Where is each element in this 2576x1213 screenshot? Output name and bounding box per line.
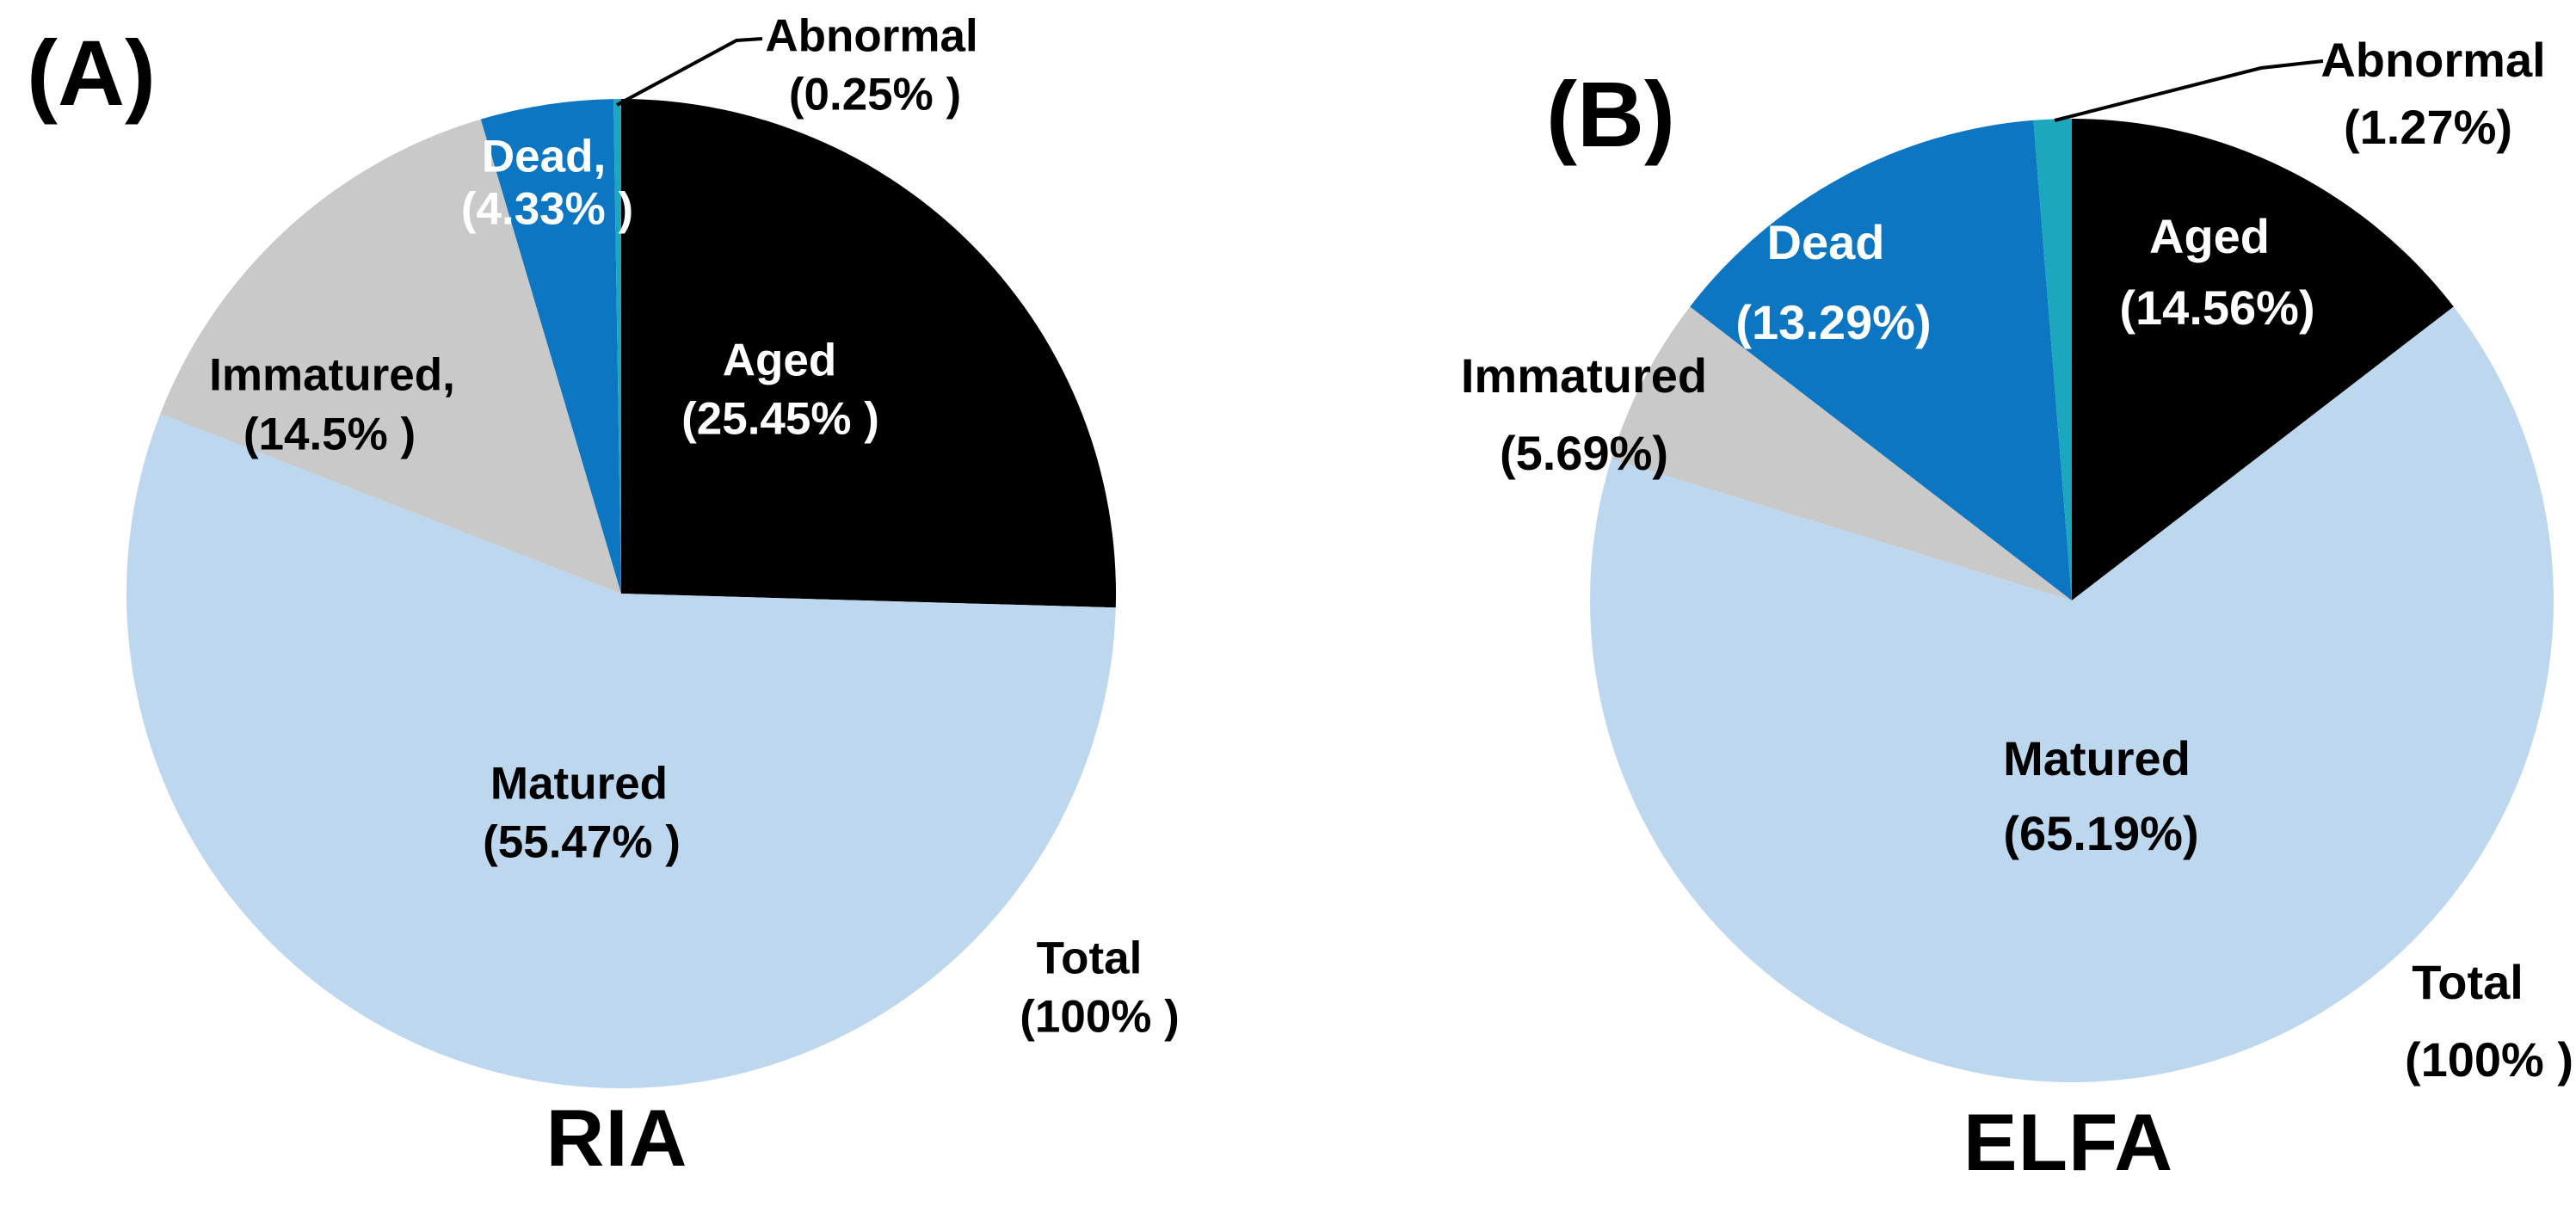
pie-b-total-value: (100% ): [2404, 1032, 2574, 1087]
pie-b-dead-label: Dead: [1766, 215, 1885, 269]
pie-b-slice-matured: [1590, 306, 2554, 1083]
pie-a-abnormal-label: Abnormal: [765, 10, 978, 62]
pie-b-abnormal-value: (1.27%): [2343, 100, 2513, 154]
pie-b-title: ELFA: [1963, 1097, 2174, 1187]
pie-b-slice-dead: [1690, 120, 2072, 600]
pie-a-dead-label: Dead,: [481, 131, 607, 182]
pie-a-title: RIA: [545, 1093, 688, 1183]
pie-b-immatured-label: Immatured: [1460, 348, 1708, 403]
pie-a-immatured-label: Immatured,: [209, 349, 455, 401]
pie-chart-ria: [126, 98, 1116, 1088]
pie-a-dead-value: (4.33% ): [460, 183, 634, 235]
pie-b-matured-value: (65.19%): [2003, 806, 2199, 860]
pie-b-total-label: Total: [2412, 955, 2524, 1009]
panel-a-tag: (A): [27, 21, 156, 125]
pie-a-abnormal-value: (0.25% ): [788, 69, 962, 120]
pie-b-slice-immatured: [1611, 306, 2072, 600]
abnormal-leader-line-b: [2054, 59, 2324, 122]
pie-a-aged-value: (25.45% ): [681, 393, 879, 445]
pie-b-dead-value: (13.29%): [1735, 295, 1932, 349]
pie-a-slice-dead: [480, 99, 621, 594]
pie-a-slice-matured: [126, 414, 1116, 1088]
pie-a-matured-value: (55.47% ): [483, 816, 681, 868]
pie-b-matured-label: Matured: [2003, 731, 2191, 785]
pie-a-total-value: (100% ): [1020, 991, 1180, 1043]
pie-a-slice-abnormal: [613, 98, 621, 594]
pie-b-slice-abnormal: [2033, 119, 2072, 600]
pie-a-aged-label: Aged: [722, 335, 837, 386]
pie-a-slice-immatured: [160, 119, 621, 594]
pie-a-total-label: Total: [1036, 933, 1143, 984]
pie-chart-elfa: [1590, 119, 2554, 1083]
pie-a-slice-aged: [621, 99, 1116, 608]
panel-b-tag: (B): [1546, 62, 1675, 166]
pie-b-aged-label: Aged: [2149, 209, 2270, 263]
pie-b-immatured-value: (5.69%): [1499, 426, 1669, 480]
pie-b-aged-value: (14.56%): [2119, 280, 2315, 335]
pie-b-abnormal-label: Abnormal: [2320, 33, 2546, 87]
pie-a-matured-label: Matured: [490, 758, 669, 810]
pie-b-slice-aged: [2072, 119, 2454, 600]
abnormal-leader-line-a: [616, 37, 763, 107]
pie-a-immatured-value: (14.5% ): [243, 409, 416, 460]
